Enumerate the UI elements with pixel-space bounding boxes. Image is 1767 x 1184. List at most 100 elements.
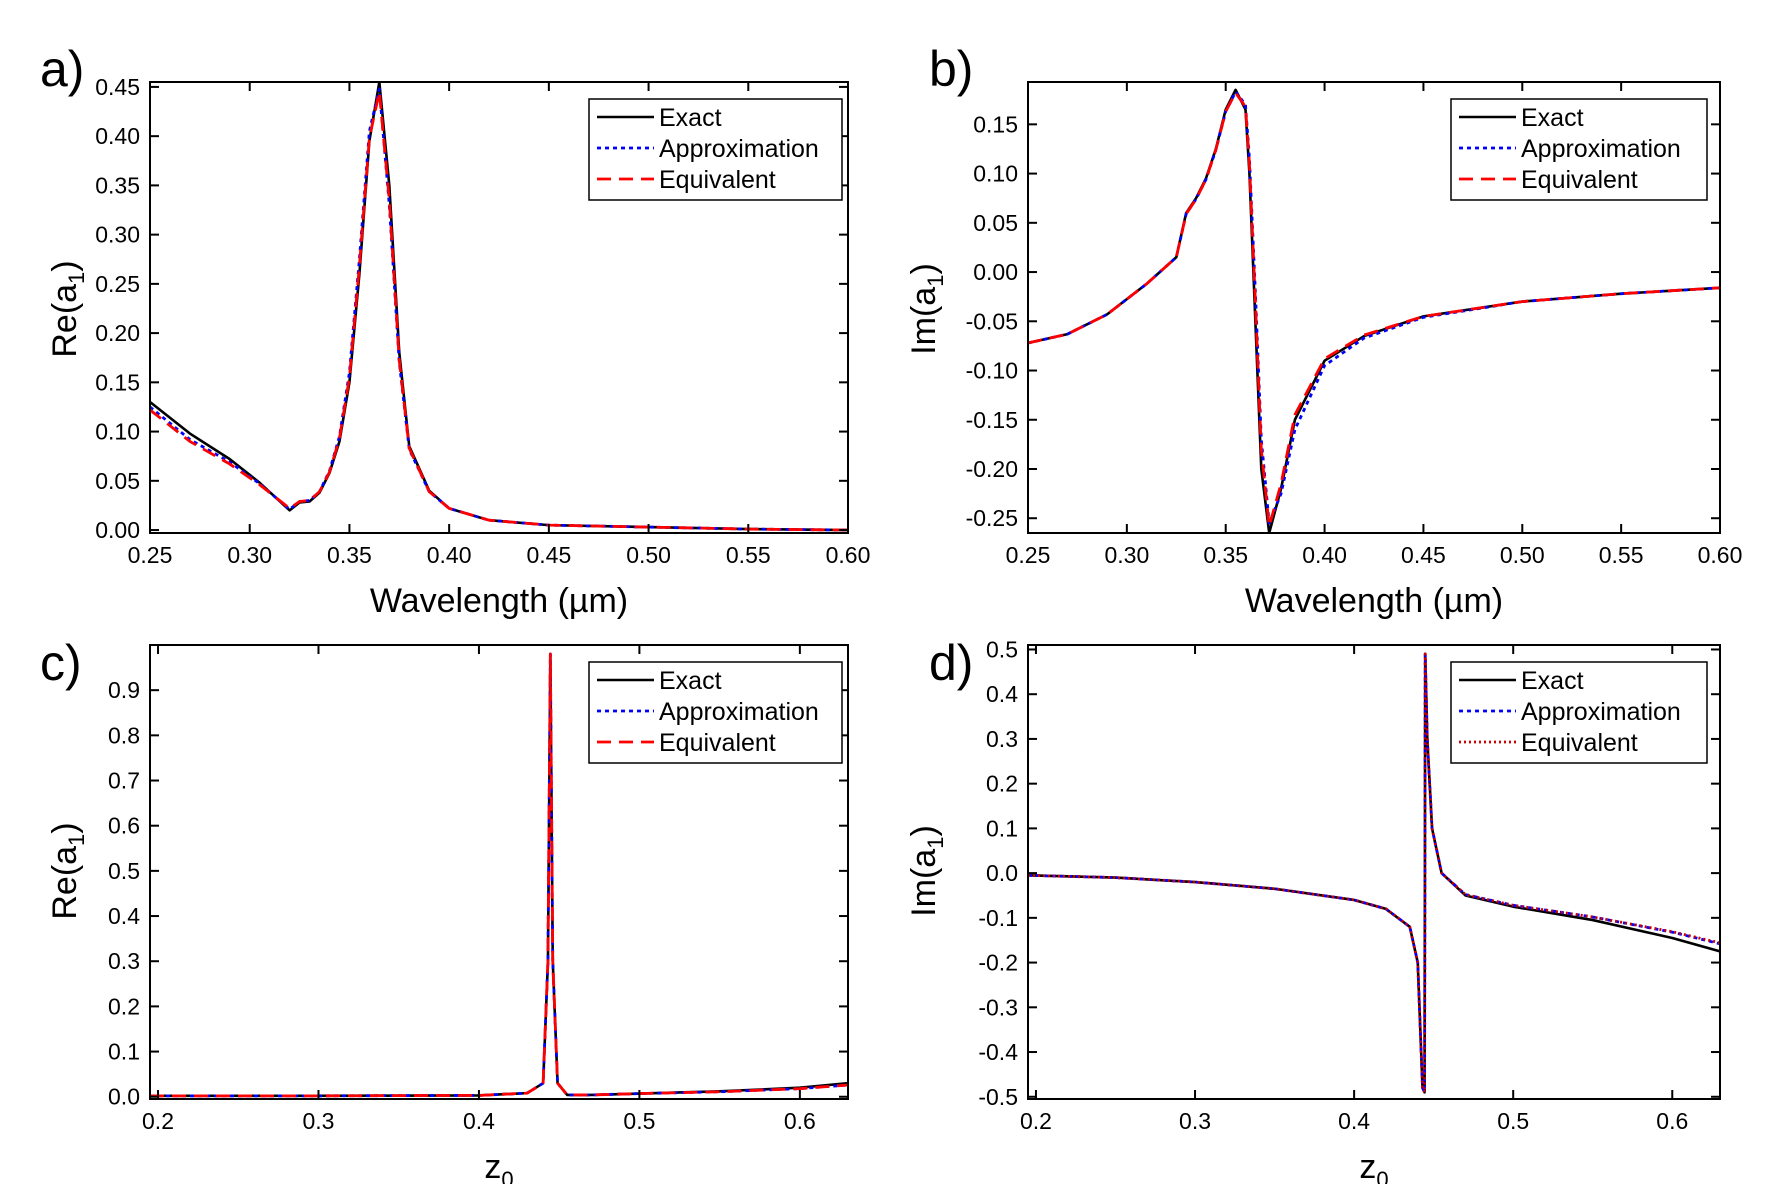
x-tick-label: 0.55 <box>726 542 771 568</box>
y-tick-label: 0.0 <box>108 1084 140 1110</box>
x-tick-label: 0.60 <box>1698 542 1743 568</box>
x-tick-label: 0.3 <box>302 1108 334 1134</box>
legend-label-exact: Exact <box>1521 667 1584 695</box>
x-tick-label: 0.55 <box>1599 542 1644 568</box>
x-tick-label: 0.60 <box>826 542 871 568</box>
x-tick-label: 0.45 <box>526 542 571 568</box>
y-tick-label: 0.30 <box>95 222 140 248</box>
panel-label: c) <box>40 635 82 691</box>
y-tick-label: 0.3 <box>986 726 1018 752</box>
y-tick-label: -0.2 <box>978 950 1018 976</box>
series-group <box>150 652 848 1098</box>
plot-frame <box>149 81 849 534</box>
chart-panel-3: 0.2 0.3 0.4 0.5 0.6 0.0 0.1 0.2 0.3 0.4 0.5 0.6 0.7 0… <box>40 635 849 1184</box>
y-tick-label: 0.7 <box>108 768 140 794</box>
series-line-equivalent <box>150 652 848 1098</box>
y-tick-label: -0.5 <box>978 1084 1018 1110</box>
y-tick-label: 0.2 <box>986 771 1018 797</box>
y-tick-label: 0.25 <box>95 271 140 297</box>
y-tick-label: 0.40 <box>95 123 140 149</box>
panel-label: d) <box>929 635 973 691</box>
legend-label-equivalent: Equivalent <box>659 729 776 757</box>
x-tick-label: 0.3 <box>1179 1108 1211 1134</box>
y-tick-label: 0.05 <box>95 468 140 494</box>
series-group <box>1028 652 1720 1094</box>
x-axis-label: z0 <box>1359 1148 1388 1184</box>
y-axis-label: Re(a1) <box>46 822 89 919</box>
x-tick-label: 0.6 <box>784 1108 816 1134</box>
y-tick-label: 0.45 <box>95 74 140 100</box>
x-axis-label: Wavelength (µm) <box>1245 582 1503 620</box>
legend: Exact Approximation Equivalent <box>588 661 843 764</box>
y-tick-label: 0.8 <box>108 722 140 748</box>
series-group <box>1028 88 1720 533</box>
y-tick-label: 0.0 <box>986 860 1018 886</box>
x-tick-label: 0.30 <box>1104 542 1149 568</box>
x-tick-label: 0.4 <box>1338 1108 1370 1134</box>
y-tick-label: 0.3 <box>108 948 140 974</box>
x-axis-label: Wavelength (µm) <box>370 582 628 620</box>
y-tick-label: -0.3 <box>978 994 1018 1020</box>
y-tick-label: 0.15 <box>95 369 140 395</box>
x-tick-label: 0.5 <box>1497 1108 1529 1134</box>
x-tick-label: 0.50 <box>626 542 671 568</box>
y-axis-label: Im(a1) <box>905 263 948 355</box>
series-line-approximation <box>150 87 848 532</box>
chart-panel-1: 0.25 0.30 0.35 0.40 0.45 0.50 0.55 0.60 0.00 0.05… <box>40 41 870 620</box>
legend: Exact Approximation Equivalent <box>1450 98 1708 201</box>
plot-frame <box>149 644 849 1100</box>
panel-label: b) <box>929 41 973 97</box>
x-tick-label: 0.2 <box>1020 1108 1052 1134</box>
y-tick-label: -0.15 <box>966 407 1018 433</box>
x-tick-label: 0.25 <box>128 542 173 568</box>
y-tick-label: 0.4 <box>986 681 1018 707</box>
legend-label-approximation: Approximation <box>1521 698 1681 726</box>
y-tick-label: 0.2 <box>108 993 140 1019</box>
legend-label-approximation: Approximation <box>659 698 819 726</box>
legend: Exact Approximation Equivalent <box>588 98 843 201</box>
y-tick-label: 0.9 <box>108 677 140 703</box>
panel-label: a) <box>40 41 84 97</box>
x-tick-label: 0.40 <box>427 542 472 568</box>
legend-label-exact: Exact <box>659 667 722 695</box>
x-tick-label: 0.35 <box>327 542 372 568</box>
x-tick-label: 0.50 <box>1500 542 1545 568</box>
y-axis-label: Im(a1) <box>905 825 948 917</box>
y-tick-label: 0.1 <box>986 815 1018 841</box>
y-tick-label: 0.4 <box>108 903 140 929</box>
y-tick-label: 0.1 <box>108 1039 140 1065</box>
y-tick-label: 0.00 <box>973 259 1018 285</box>
y-tick-label: 0.10 <box>973 161 1018 187</box>
chart-panel-4: 0.2 0.3 0.4 0.5 0.6 -0.5 -0.4 -0.3 -0.2 -0.1 0.0 0.… <box>905 635 1721 1184</box>
y-tick-label: -0.05 <box>966 308 1018 334</box>
series-line-equivalent <box>1028 91 1720 528</box>
x-tick-label: 0.2 <box>142 1108 174 1134</box>
y-tick-label: -0.25 <box>966 505 1018 531</box>
x-axis-label: z0 <box>484 1148 513 1184</box>
y-axis-label: Re(a1) <box>46 260 89 357</box>
y-tick-label: -0.20 <box>966 456 1018 482</box>
y-tick-label: 0.10 <box>95 419 140 445</box>
legend-label-equivalent: Equivalent <box>659 166 776 194</box>
plot-frame <box>1027 81 1721 534</box>
plot-frame <box>1027 644 1721 1100</box>
x-tick-label: 0.5 <box>623 1108 655 1134</box>
series-line-approximation <box>1028 90 1720 525</box>
y-tick-label: -0.1 <box>978 905 1018 931</box>
x-tick-label: 0.30 <box>227 542 272 568</box>
x-tick-label: 0.25 <box>1006 542 1051 568</box>
legend-label-approximation: Approximation <box>659 135 819 163</box>
y-tick-label: 0.6 <box>108 813 140 839</box>
legend-label-equivalent: Equivalent <box>1521 166 1638 194</box>
series-line-equivalent <box>150 90 848 532</box>
legend-label-exact: Exact <box>659 104 722 132</box>
y-tick-label: 0.00 <box>95 517 140 543</box>
series-line-equivalent <box>1028 652 1720 1094</box>
y-tick-label: 0.35 <box>95 172 140 198</box>
y-tick-label: 0.20 <box>95 320 140 346</box>
y-tick-label: 0.05 <box>973 210 1018 236</box>
chart-panel-2: 0.25 0.30 0.35 0.40 0.45 0.50 0.55 0.60 -0.25 -0.… <box>905 41 1742 620</box>
legend: Exact Approximation Equivalent <box>1450 661 1708 764</box>
x-tick-label: 0.35 <box>1203 542 1248 568</box>
